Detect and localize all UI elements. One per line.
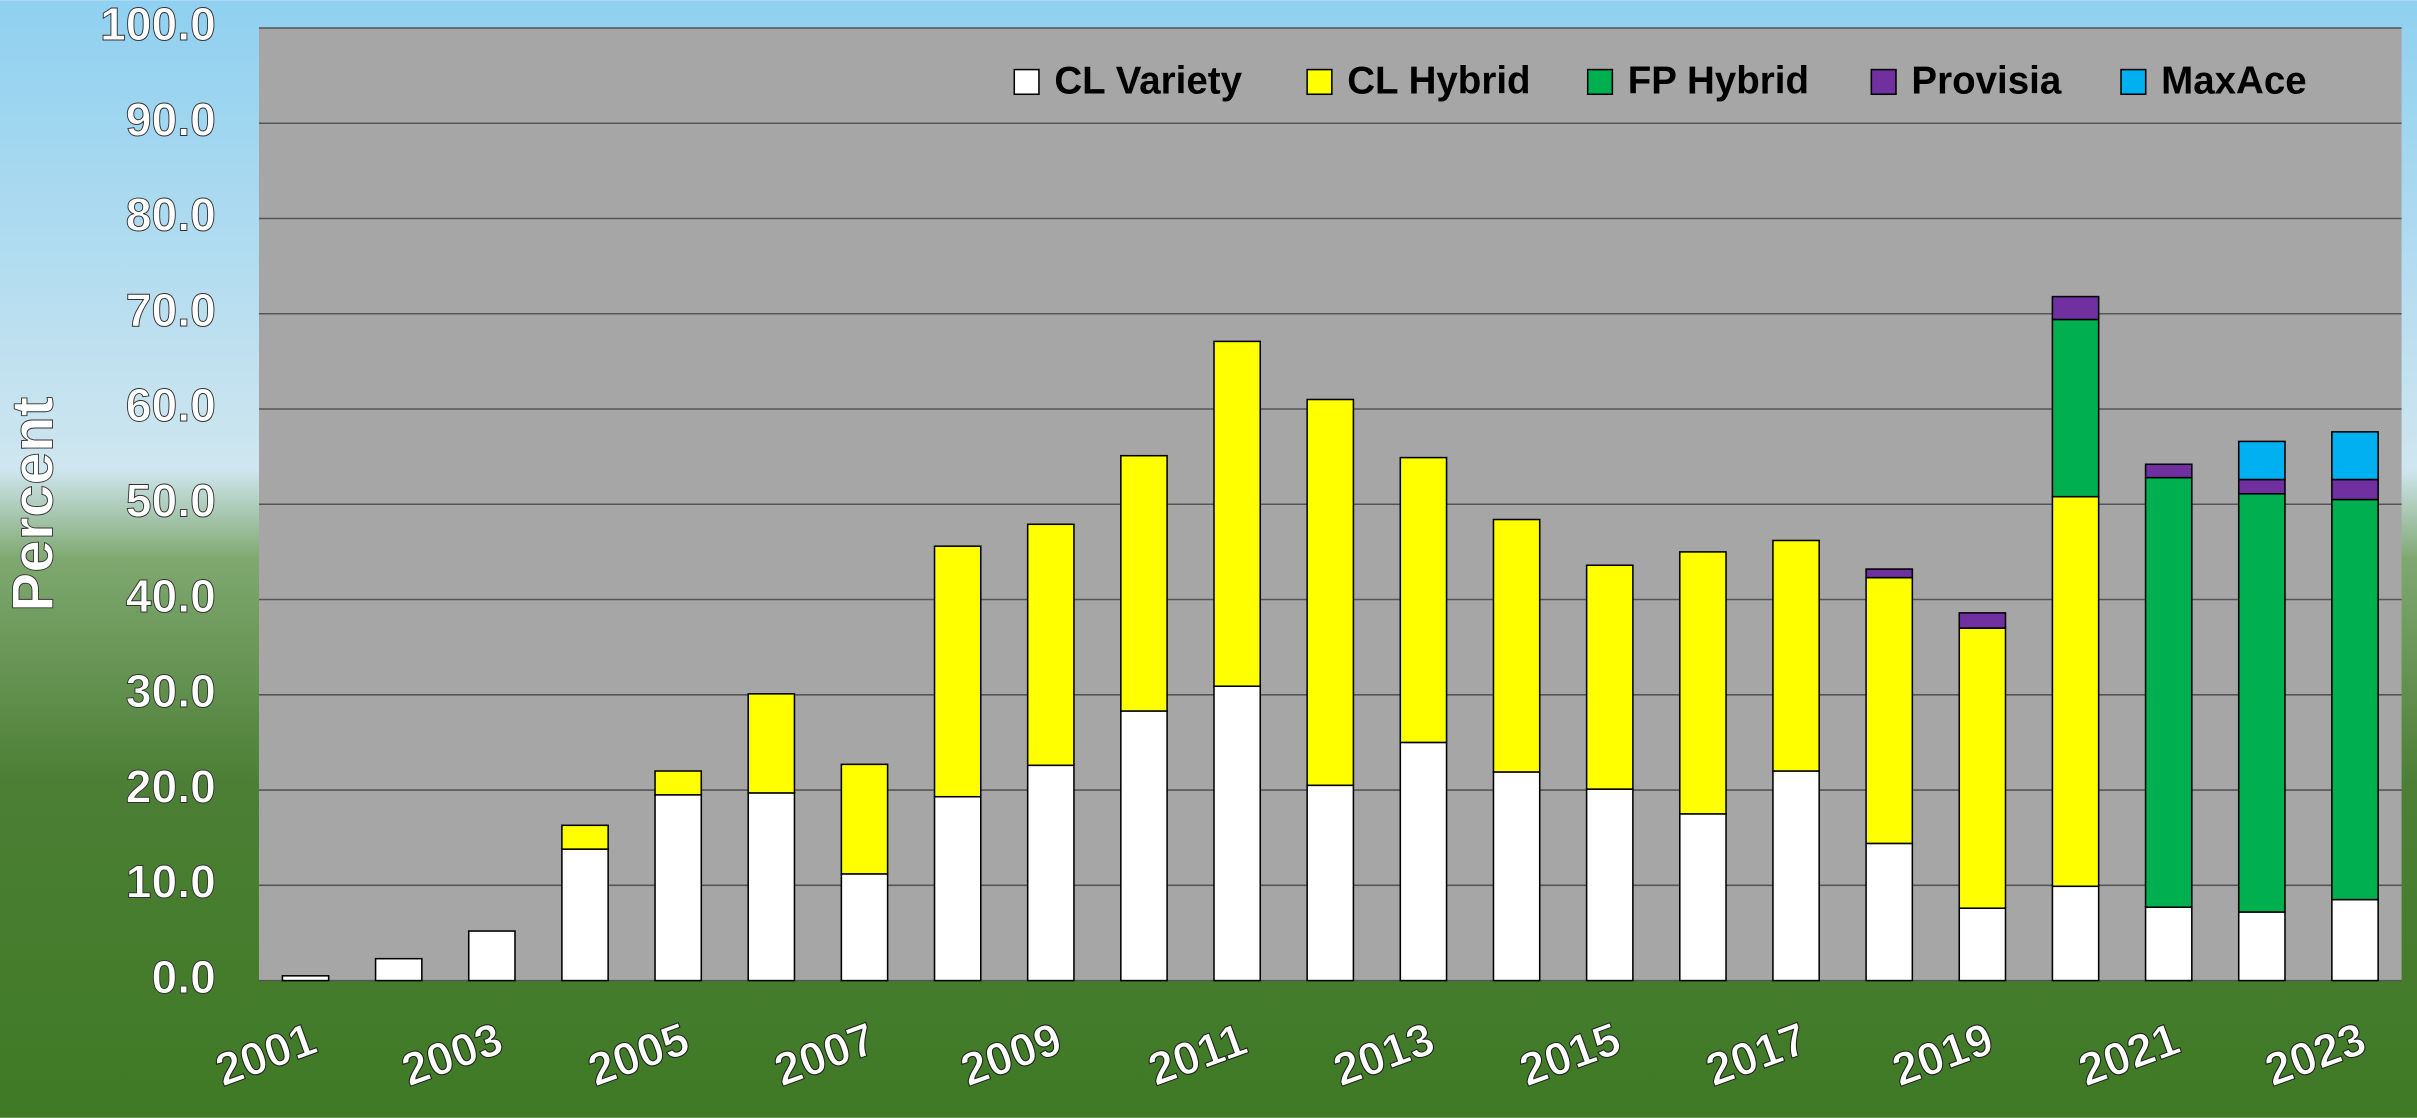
bar-segment (2051, 885, 2100, 982)
bar-segment (1772, 539, 1820, 772)
bar-segment (561, 824, 609, 850)
legend-swatch (1306, 68, 1333, 96)
bar-segment (2331, 478, 2379, 501)
bar-segment (1026, 523, 1075, 767)
y-tick-label: 80.0 (126, 189, 216, 241)
legend-label: CL Hybrid (1347, 60, 1530, 103)
bar-segment (1306, 398, 1355, 787)
bar-segment (1120, 454, 1168, 712)
legend-label: MaxAce (2161, 60, 2307, 103)
bar-segment (1306, 784, 1355, 982)
y-tick-label: 30.0 (126, 665, 216, 717)
bar-segment (1213, 685, 1262, 982)
bar-segment (1865, 576, 1914, 845)
bar-segment (1026, 764, 1075, 982)
bar-segment (2144, 463, 2193, 479)
bar-segment (747, 792, 796, 982)
bar-segment (747, 693, 796, 794)
bar-segment (1958, 612, 2007, 629)
y-tick-label: 50.0 (126, 474, 216, 526)
y-tick-label: 70.0 (126, 284, 216, 336)
bar-segment (2144, 906, 2193, 982)
bar-segment (654, 794, 703, 982)
y-tick-label: 90.0 (126, 93, 216, 145)
legend-swatch (1013, 68, 1040, 96)
bar-segment (1492, 771, 1541, 982)
bar-segment (654, 770, 703, 796)
legend-label: CL Variety (1054, 60, 1242, 103)
bar-segment (1585, 564, 1634, 790)
bar-segment (1492, 518, 1541, 773)
bar-segment (2331, 498, 2379, 901)
bar-segment (840, 873, 889, 982)
bar-segment (1399, 741, 1448, 982)
bar-segment (561, 848, 609, 982)
bar-segment (1585, 788, 1634, 982)
bar-segment (374, 957, 423, 982)
bar-segment (467, 930, 516, 982)
bar-segment (2331, 898, 2379, 982)
bar-segment (1679, 813, 1727, 982)
bar-segment (2144, 476, 2193, 909)
legend-swatch (1870, 68, 1897, 96)
y-axis-label: Percent (0, 397, 65, 612)
bar-segment (2331, 431, 2379, 481)
y-tick-label: 10.0 (126, 856, 216, 908)
y-tick-label: 0.0 (152, 951, 216, 1003)
bar-segment (933, 545, 982, 798)
y-tick-label: 60.0 (126, 379, 216, 431)
bar-segment (1120, 710, 1168, 982)
y-tick-label: 40.0 (126, 570, 216, 622)
bar-segment (1772, 770, 1820, 982)
y-tick-label: 20.0 (126, 760, 216, 812)
bar-segment (2051, 318, 2100, 498)
bar-segment (933, 795, 982, 982)
bar-segment (2237, 440, 2286, 481)
bar-segment (1958, 907, 2007, 982)
bar-segment (840, 763, 889, 875)
bar-segment (2237, 478, 2286, 495)
legend-label: FP Hybrid (1628, 60, 1809, 103)
y-tick-label: 100.0 (100, 0, 216, 50)
bar-segment (2051, 495, 2100, 888)
bar-segment (1865, 842, 1914, 982)
bar-segment (1399, 456, 1448, 744)
legend-label: Provisia (1911, 60, 2061, 103)
legend-swatch (1586, 68, 1614, 96)
bar-segment (2051, 295, 2100, 321)
bar-segment (1958, 627, 2007, 909)
bar-segment (281, 975, 330, 982)
bar-segment (2237, 911, 2286, 982)
bar-segment (1213, 340, 1262, 687)
legend-swatch (2120, 68, 2147, 96)
bar-segment (1865, 568, 1914, 579)
bar-segment (1679, 551, 1727, 815)
bar-segment (2237, 493, 2286, 913)
